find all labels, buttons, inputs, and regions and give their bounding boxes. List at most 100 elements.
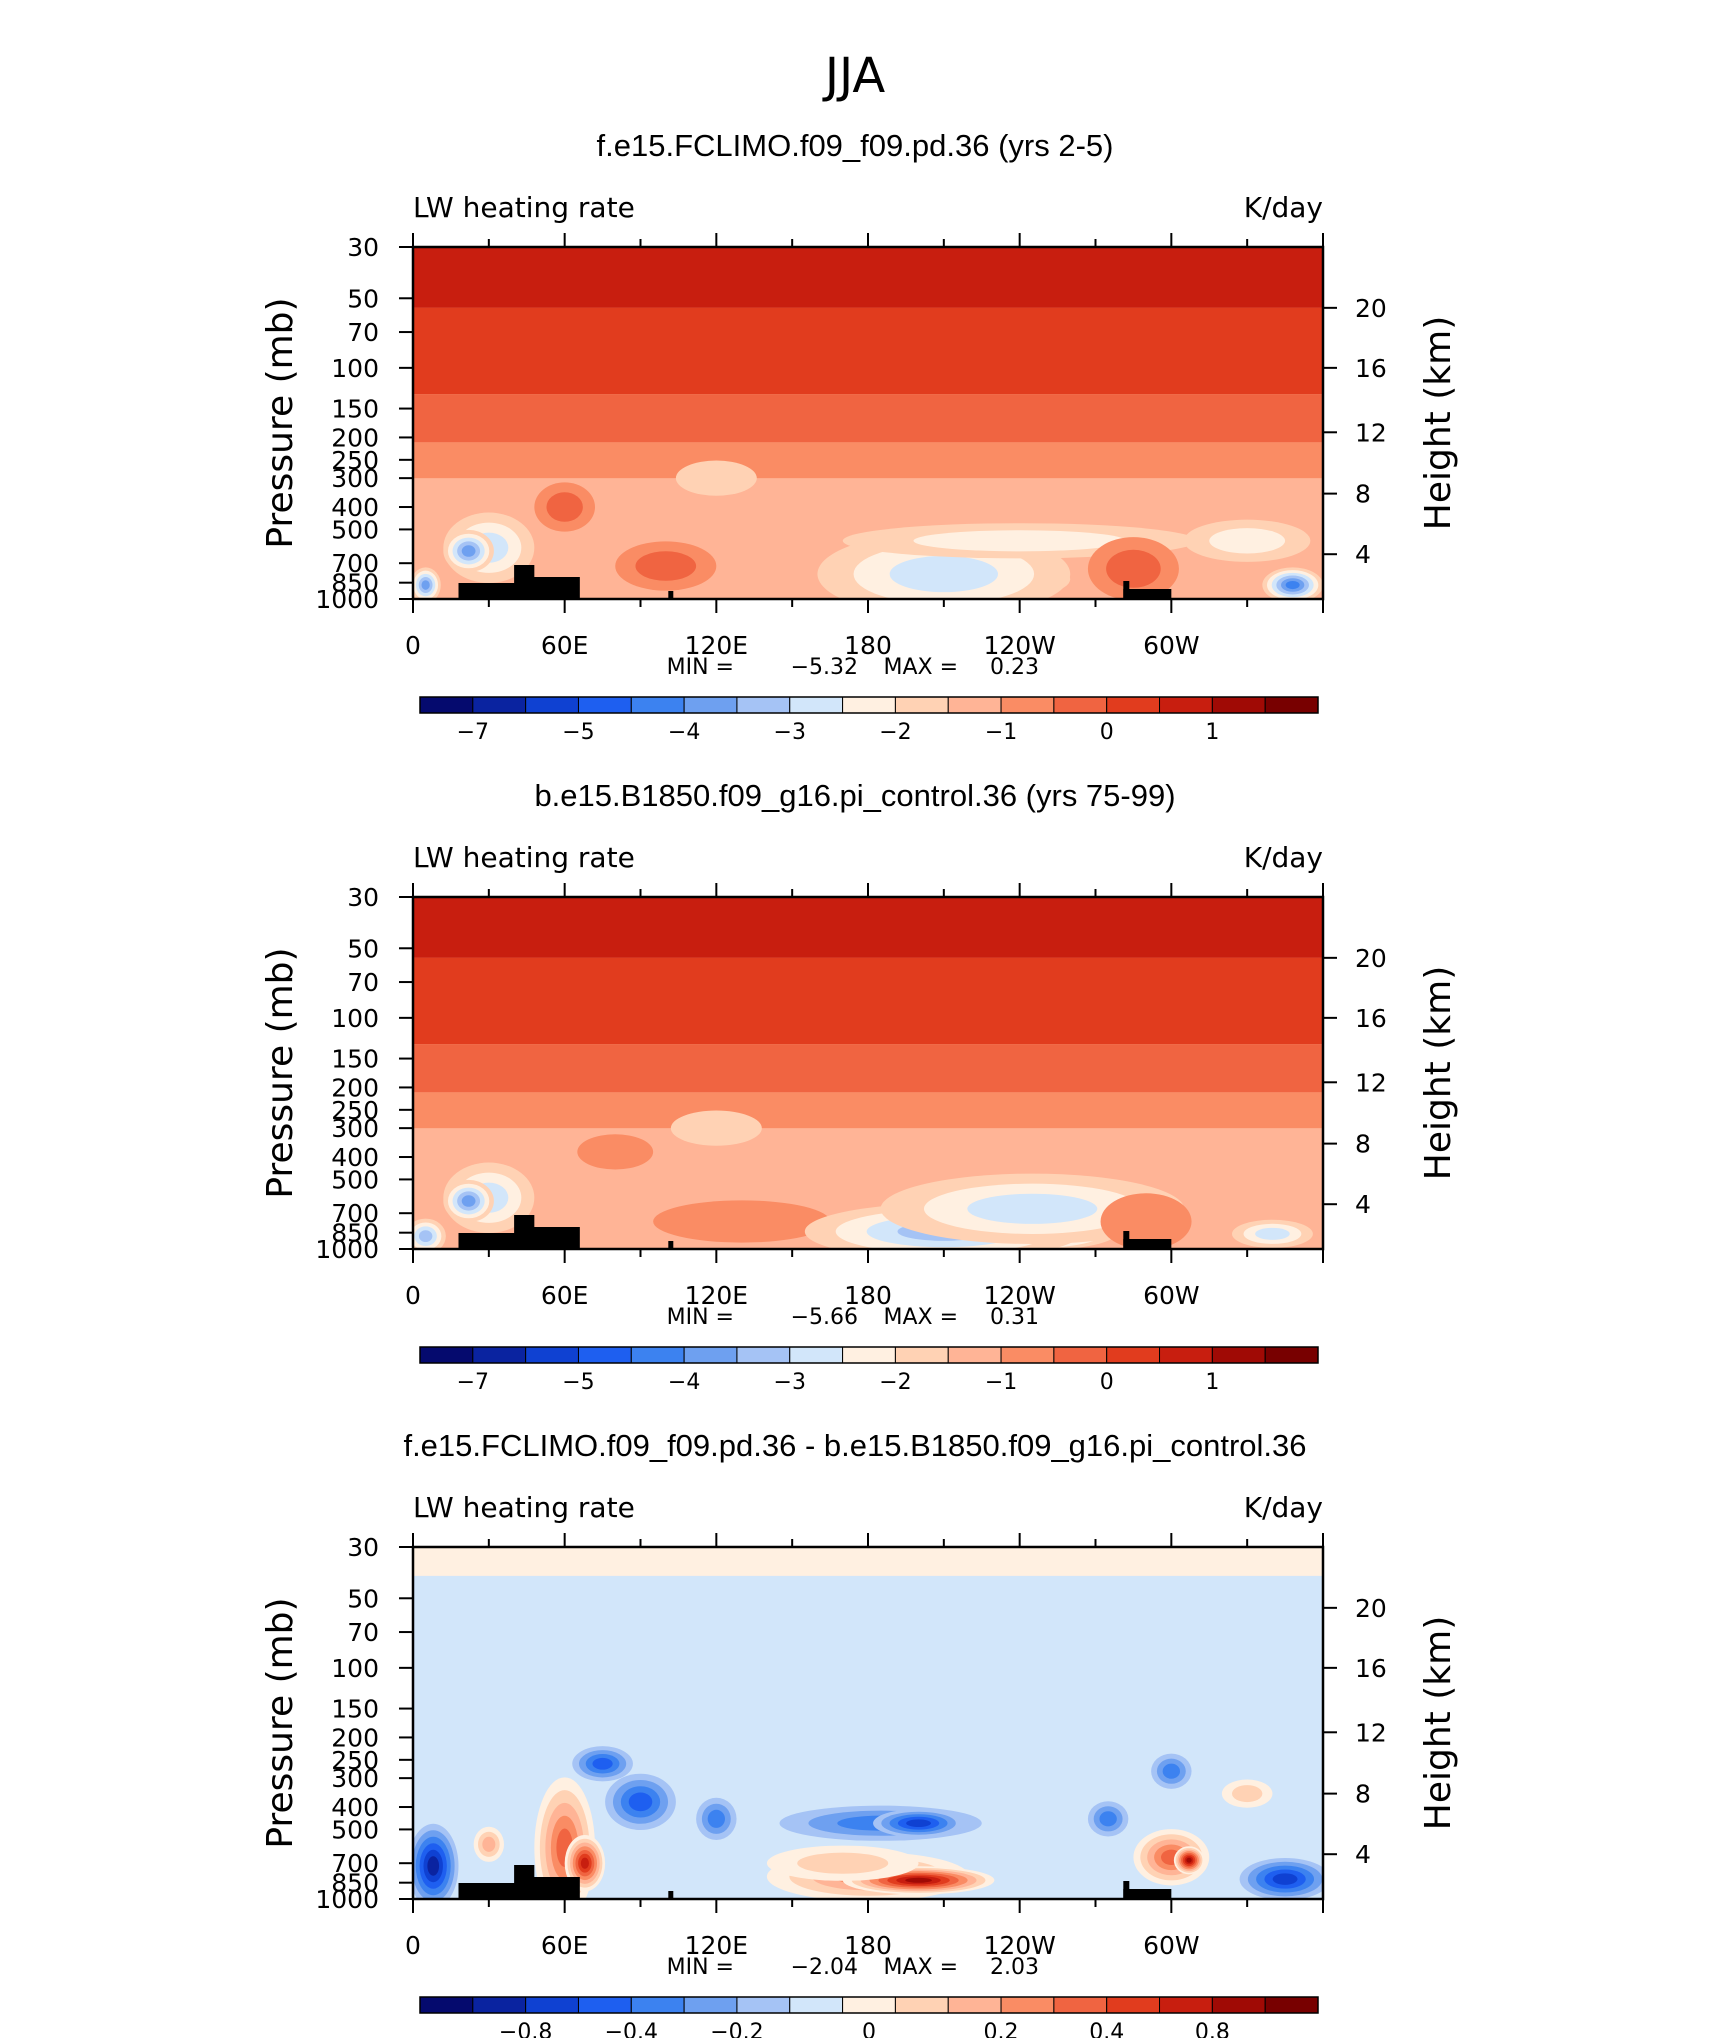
right-string: K/day — [1244, 1491, 1323, 1524]
topography-island — [668, 1891, 674, 1899]
x-tick-label: 120E — [685, 1281, 749, 1310]
height-tick-label: 16 — [1355, 354, 1387, 383]
colorbar-label: −7 — [457, 720, 489, 745]
colorbar-swatch — [736, 1996, 791, 2014]
y-tick-label: 100 — [331, 1654, 379, 1683]
y-tick-label: 70 — [347, 968, 379, 997]
height-tick-label: 16 — [1355, 1654, 1387, 1683]
y-tick-label: 70 — [347, 318, 379, 347]
left-string: LW heating rate — [413, 1491, 635, 1524]
panel-title: f.e15.FCLIMO.f09_f09.pd.36 (yrs 2-5) — [597, 128, 1114, 163]
colorbar-swatch — [736, 1346, 791, 1364]
y-axis-label: Pressure (mb) — [260, 297, 301, 548]
colorbar-swatch — [789, 1996, 844, 2014]
contour-field — [413, 897, 1323, 1249]
y-tick-label: 500 — [331, 1815, 379, 1844]
colorbar-swatch — [577, 1996, 632, 2014]
colorbar-label: −2 — [879, 1370, 911, 1395]
y-tick-label: 30 — [347, 233, 379, 262]
y-tick-label: 300 — [331, 1114, 379, 1143]
y-tick-label: 400 — [331, 1143, 379, 1172]
colorbar-swatch — [577, 1346, 632, 1364]
panel-title: b.e15.B1850.f09_g16.pi_control.36 (yrs 7… — [534, 778, 1175, 813]
topography-andes-peak — [1123, 1231, 1130, 1249]
height-axis-label: Height (km) — [1418, 1616, 1459, 1830]
colorbar: −0.8 −0.4 −0.2 0 0.2 0.4 0.8 — [419, 1996, 1319, 2038]
topography-asia — [458, 1215, 580, 1249]
y-tick-label: 850 — [331, 1219, 379, 1248]
contour-level — [905, 1877, 932, 1883]
height-tick-label: 20 — [1355, 944, 1387, 973]
y-tick-label: 100 — [331, 1004, 379, 1033]
contour-level — [1209, 528, 1286, 554]
contour-band — [413, 442, 1323, 479]
contour-level — [1099, 1811, 1117, 1827]
contour-level — [418, 1230, 433, 1243]
colorbar-label: 1 — [1205, 1370, 1219, 1395]
y-axis-label: Pressure (mb) — [260, 947, 301, 1198]
contour-level — [577, 1134, 654, 1170]
y-tick-label: 250 — [331, 1096, 379, 1125]
colorbar-label: 0.8 — [1195, 2020, 1230, 2038]
height-tick-label: 8 — [1355, 1780, 1371, 1809]
colorbar-swatch — [472, 696, 527, 714]
colorbar-swatch — [789, 696, 844, 714]
y-tick-label: 400 — [331, 1793, 379, 1822]
colorbar-swatch — [894, 1346, 949, 1364]
colorbar-swatch — [1106, 1996, 1161, 2014]
height-tick-label: 20 — [1355, 1594, 1387, 1623]
x-tick-label: 60E — [541, 1931, 589, 1960]
contour-level — [461, 545, 476, 557]
colorbar-swatch — [1159, 1996, 1213, 2014]
colorbar-label: −3 — [774, 720, 806, 745]
y-tick-label: 30 — [347, 1533, 379, 1562]
colorbar-label: −0.8 — [499, 2020, 552, 2038]
y-tick-label: 200 — [331, 423, 379, 452]
colorbar-swatch — [1264, 1346, 1319, 1364]
colorbar-label: −1 — [985, 1370, 1017, 1395]
colorbar-label: 0.4 — [1089, 2020, 1124, 2038]
contour-level — [1272, 1873, 1298, 1885]
colorbar-swatch — [1106, 696, 1161, 714]
topography-island — [668, 1241, 674, 1249]
colorbar-swatch — [1264, 696, 1319, 714]
height-tick-label: 12 — [1355, 1718, 1387, 1747]
colorbar-frame — [419, 696, 1319, 714]
colorbar-swatch — [1053, 696, 1108, 714]
min-label: MIN = — [667, 655, 734, 680]
right-string: K/day — [1244, 841, 1323, 874]
x-tick-label: 120W — [983, 631, 1055, 660]
colorbar-swatch — [1159, 1346, 1213, 1364]
contour-level — [1186, 1857, 1192, 1863]
height-tick-label: 4 — [1355, 540, 1371, 569]
colorbar-swatch — [419, 696, 474, 714]
colorbar-swatch — [1106, 1346, 1161, 1364]
y-tick-label: 700 — [331, 549, 379, 578]
colorbar-swatch — [1000, 696, 1055, 714]
min-label: MIN = — [667, 1305, 734, 1330]
colorbar-swatch — [789, 1346, 844, 1364]
y-tick-label: 700 — [331, 1849, 379, 1878]
x-tick-label: 120W — [983, 1931, 1055, 1960]
colorbar: −7 −5 −4 −3 −2 −1 0 1 — [419, 1346, 1319, 1395]
colorbar-label: −0.2 — [710, 2020, 763, 2038]
contour-band — [413, 307, 1323, 395]
x-tick-label: 60W — [1143, 631, 1200, 660]
colorbar-swatch — [947, 1996, 1002, 2014]
x-tick-label: 180 — [844, 631, 892, 660]
colorbar-swatch — [630, 696, 685, 714]
colorbar-swatch — [1000, 1996, 1055, 2014]
panel-title: f.e15.FCLIMO.f09_f09.pd.36 - b.e15.B1850… — [403, 1428, 1306, 1463]
contour-band — [413, 1547, 1323, 1576]
contour-band — [413, 247, 1323, 308]
colorbar-swatch — [1159, 696, 1213, 714]
y-tick-label: 250 — [331, 446, 379, 475]
colorbar-label: 0 — [1100, 1370, 1114, 1395]
contour-level — [592, 1757, 613, 1770]
contour-band — [413, 1044, 1323, 1093]
topography-island — [668, 591, 674, 599]
colorbar-swatch — [736, 696, 791, 714]
colorbar-swatch — [842, 696, 896, 714]
max-label: MAX = — [883, 655, 958, 680]
max-value: 0.31 — [990, 1305, 1039, 1330]
